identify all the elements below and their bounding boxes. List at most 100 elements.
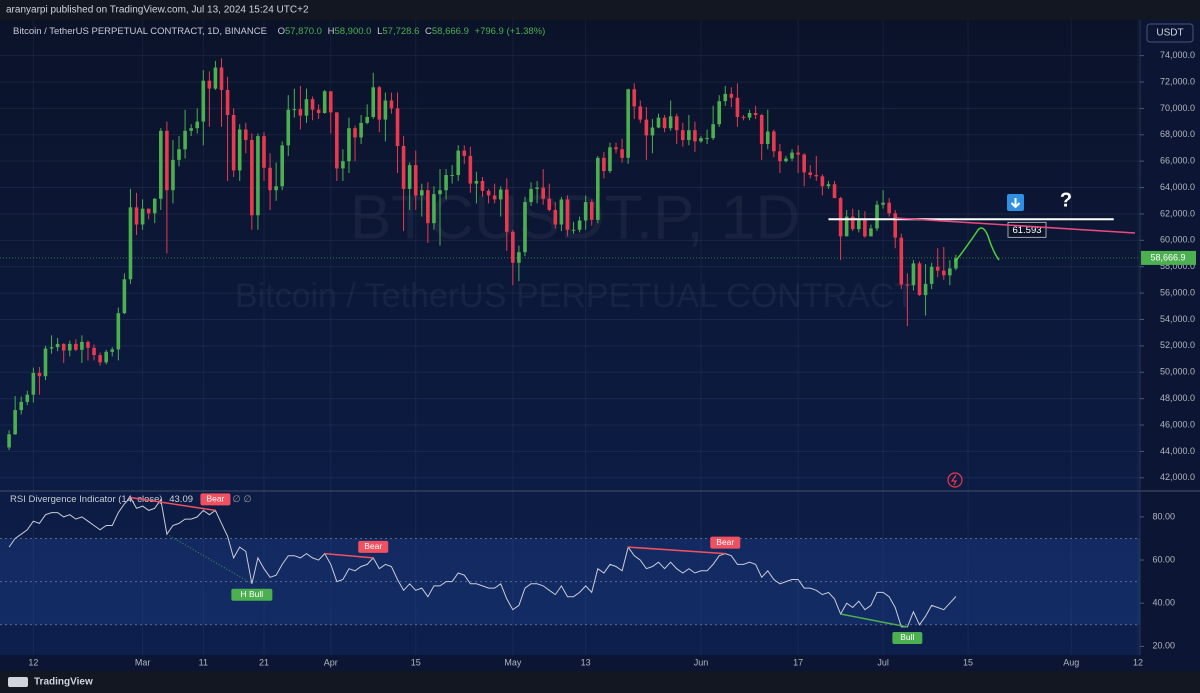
candle-body [80,341,84,350]
candle-body [225,89,230,115]
divergence-label: Bear [206,494,224,504]
divergence-line [628,546,726,555]
y-tick-label: 80.00 [1152,511,1175,521]
candle-body [772,131,776,152]
candle-body [189,128,193,131]
divergence-tag [892,631,923,644]
candle-body [941,270,946,276]
candle-body [680,130,685,141]
candle-body [213,67,218,89]
candle-body [614,147,618,150]
candle-body [705,138,709,140]
candle-body [128,207,133,280]
candle-body [504,189,509,232]
candle-body [450,175,454,177]
candle-body [887,202,891,214]
question-mark: ? [1060,189,1072,211]
candle-body [383,100,388,120]
candle-body [243,129,248,141]
candle-body [104,351,108,363]
divergence-tag [710,536,741,549]
candle-body [371,87,376,117]
candle-body [86,341,90,348]
candle-body [802,154,806,173]
y-tick-label: 44,000.0 [1160,446,1195,456]
candle-body [808,172,813,176]
candle-body [304,99,309,116]
candle-body [911,263,916,286]
symbol: Bitcoin / TetherUS PERPETUAL CONTRACT, 1… [13,26,267,37]
y-tick-label: 66,000.0 [1160,156,1195,166]
candle-body [377,87,382,120]
candle-body [687,130,691,141]
candle-body [875,204,879,229]
candle-body [316,109,321,114]
candle-body [140,208,145,225]
candle-body [529,188,533,203]
candle-body [237,129,242,171]
candle-body [796,152,800,155]
divergence-tag [358,540,389,553]
x-tick-label: 12 [1133,657,1143,667]
candle-body [195,121,200,129]
candle-body [280,145,284,187]
event-icon[interactable] [947,472,963,488]
y-tick-label: 48,000.0 [1160,393,1195,403]
y-tick-label: 58,000.0 [1160,261,1195,271]
candle-body [292,109,297,111]
divergence-line [324,552,374,559]
candle-body [110,349,115,352]
candle-body [250,140,254,216]
candle-body [37,372,42,377]
currency-label[interactable]: USDT [1156,28,1183,39]
candle-body [492,195,497,200]
y-tick-label: 46,000.0 [1160,419,1195,429]
candle-body [523,202,527,253]
divergence-line [130,496,216,512]
x-tick-label: 13 [581,657,591,667]
published-note: aranyarpi published on TradingView.com, … [6,5,309,16]
candle-body [49,347,54,349]
candle-body [662,117,667,129]
candle-body [395,108,400,146]
candle-body [256,136,260,216]
candle-body [480,180,485,191]
candle-body [583,202,588,221]
candle-body [462,150,467,156]
last-price-label: 58,666.9 [1150,252,1185,262]
candle-body [401,145,406,189]
candle-body [171,159,175,191]
time-axis-background [0,655,1200,671]
candle-body [620,149,624,158]
watermark: BTCUSDT.P, 1D [350,183,800,252]
candle-body [165,130,169,191]
candle-body [286,109,291,146]
candle-body [844,216,849,237]
candle-body [498,189,503,200]
y-tick-label: 20.00 [1152,641,1175,651]
divergence-label: Bear [716,537,734,547]
candle-body [814,175,819,177]
candle-body [917,263,922,296]
y-tick-label: 52,000.0 [1160,340,1195,350]
x-tick-label: 15 [411,657,421,667]
level-label: 61.593 [1012,225,1041,236]
candle-body [511,231,515,263]
x-tick-label: 12 [28,657,38,667]
y-tick-label: 68,000.0 [1160,129,1195,139]
candle-body [741,116,746,118]
x-tick-label: Aug [1063,657,1079,667]
candle-body [735,97,740,117]
candle-body [13,410,17,435]
candle-body [602,157,606,172]
legend-change: +796.9 (+1.38%) [475,26,546,37]
divergence-tag [231,588,273,601]
candle-body [419,190,424,196]
x-tick-label: Apr [324,657,338,667]
candle-body [608,147,612,172]
currency-button[interactable] [1146,23,1194,43]
candle-body [589,202,594,220]
trend-line [894,217,1136,234]
